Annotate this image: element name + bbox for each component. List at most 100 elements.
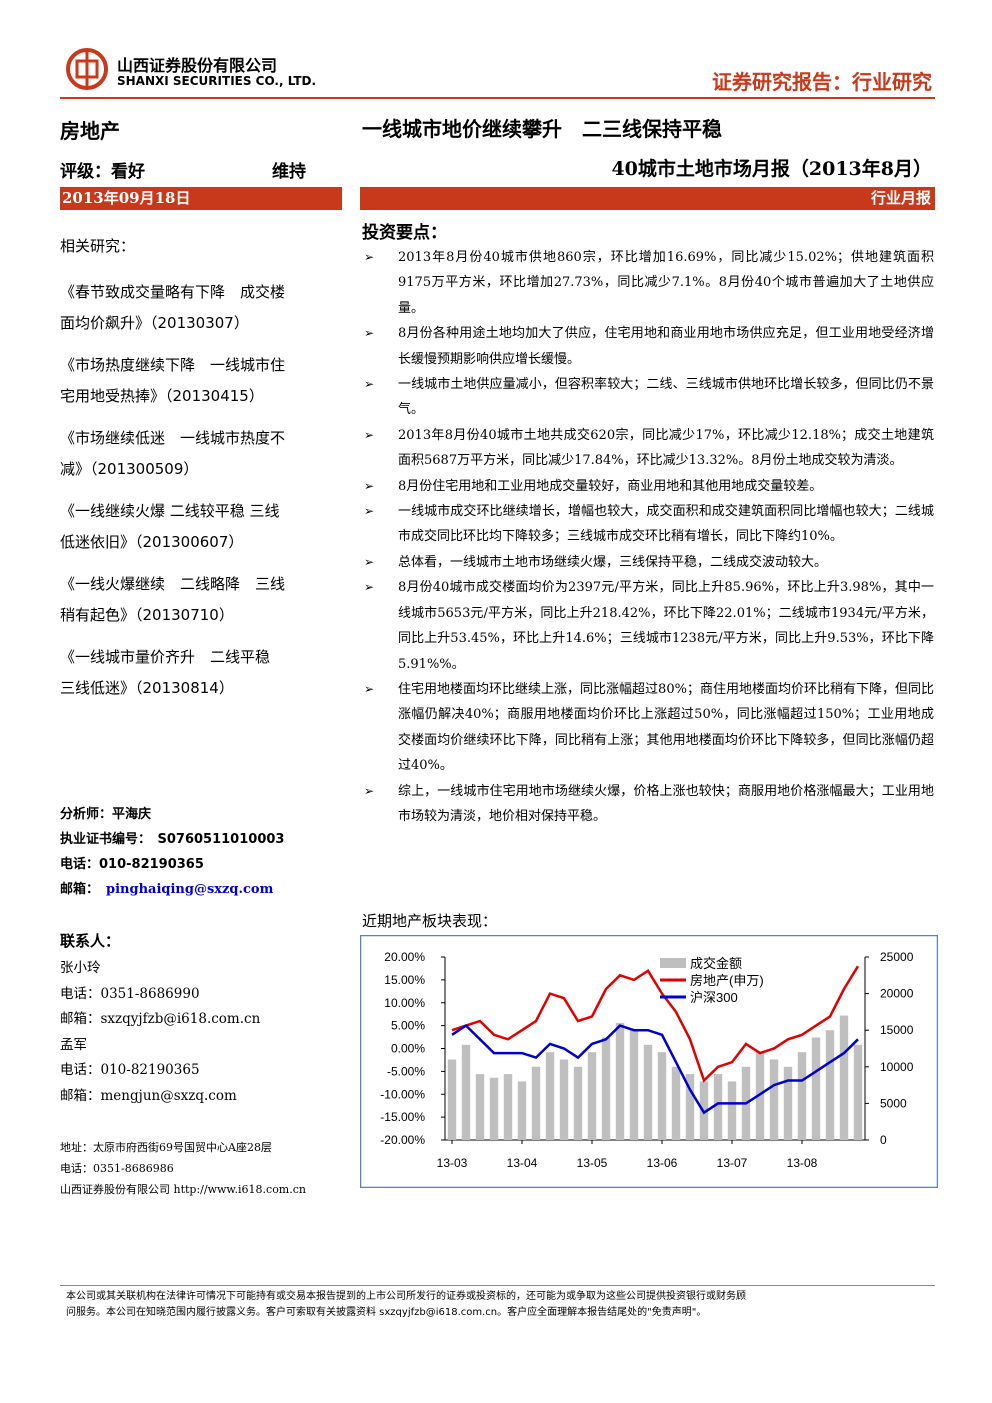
y2-tick-label: 10000 bbox=[880, 1060, 914, 1074]
bar bbox=[545, 1052, 555, 1140]
bar bbox=[839, 1015, 849, 1140]
related-item: 《市场继续低迷 一线城市热度不 减》（201300509） bbox=[60, 423, 285, 485]
point: 2013年8月份40城市供地860宗，环比增加16.69%，同比减少15.02%… bbox=[362, 245, 934, 321]
analyst-line: 邮箱： bbox=[60, 882, 100, 897]
points: 2013年8月份40城市供地860宗，环比增加16.69%，同比减少15.02%… bbox=[362, 245, 934, 905]
chart-title: 近期地产板块表现： bbox=[362, 912, 498, 930]
bar bbox=[657, 1052, 667, 1140]
date: 2013年09月18日 bbox=[60, 187, 342, 210]
bar bbox=[685, 1074, 695, 1140]
related-line: 《一线火爆继续 二线略降 三线 bbox=[60, 575, 286, 593]
legend-label: 沪深300 bbox=[690, 990, 738, 1005]
related-line: 《市场继续低迷 一线城市热度不 bbox=[60, 429, 286, 447]
bar bbox=[811, 1037, 821, 1140]
analyst-line: 电话：010-82190365 bbox=[60, 857, 204, 872]
x-tick-label: 13-06 bbox=[647, 1156, 678, 1170]
bar bbox=[573, 1066, 583, 1140]
analyst-email[interactable]: pinghaiqing@sxzq.com bbox=[106, 882, 274, 897]
related-item: 《市场热度继续下降 一线城市住 宅用地受热捧》（20130415） bbox=[60, 350, 285, 412]
related-line: 稍有起色》（20130710） bbox=[60, 606, 234, 624]
disclaimer: 本公司或其关联机构在法律许可情况下可能持有或交易本报告提到的上市公司所发行的证券… bbox=[66, 1289, 746, 1321]
related-line: 面均价飙升》（20130307） bbox=[60, 314, 249, 332]
y-tick-label: 15.00% bbox=[384, 973, 425, 987]
related-line: 三线低迷》（20130814） bbox=[60, 679, 234, 697]
bar bbox=[517, 1081, 527, 1140]
bar bbox=[587, 1052, 597, 1140]
bar bbox=[531, 1066, 541, 1140]
contacts: 张小玲 电话：0351-8686990 邮箱：sxzqyjfzb@i618.com.… bbox=[60, 956, 260, 1109]
address-line: 地址：太原市府西街69号国贸中心A座28层 bbox=[60, 1141, 272, 1154]
point: 8月份各种用途土地均加大了供应，住宅用地和商业用地市场供应充足，但工业用地受经济… bbox=[362, 321, 934, 372]
related-line: 《一线城市量价齐升 二线平稳 bbox=[60, 648, 271, 666]
bar bbox=[825, 1030, 835, 1140]
chart: -20.00% -15.00% -10.00% -5.00% 0.00% 5.00% 10.… bbox=[360, 935, 938, 1188]
line bbox=[451, 965, 860, 1083]
y2-tick-label: 20000 bbox=[880, 987, 914, 1001]
company-en: SHANXI SECURITIES CO., LTD. bbox=[117, 74, 317, 88]
bar bbox=[559, 1059, 569, 1140]
contact-line: 邮箱：sxzqyjfzb@i618.com.cn bbox=[60, 1011, 261, 1027]
bar bbox=[503, 1074, 513, 1140]
y2-tick-label: 0 bbox=[880, 1133, 887, 1147]
bar bbox=[461, 1044, 471, 1140]
y-tick-label: 20.00% bbox=[384, 950, 425, 964]
point: 8月份40城市成交楼面均价为2397元/平方米，同比上升85.96%，环比上升3… bbox=[362, 575, 934, 677]
contact-line: 邮箱：mengjun@sxzq.com bbox=[60, 1087, 237, 1104]
bar bbox=[853, 1044, 863, 1140]
x-tick-label: 13-03 bbox=[437, 1156, 468, 1170]
disclaimer-line: 问服务。本公司在知晓范围内履行披露义务。客户可索取有关披露资料 sxzqyjfz… bbox=[66, 1307, 707, 1318]
y-tick-label: -10.00% bbox=[380, 1087, 425, 1101]
analyst-line: 执业证书编号： S0760511010003 bbox=[60, 832, 285, 847]
footer-rule bbox=[60, 1285, 935, 1286]
subtitle: 40城市土地市场月报（2013年8月） bbox=[611, 158, 932, 180]
point: 一线城市成交环比继续增长，增幅也较大，成交面积和成交建筑面积同比增幅也较大；二线… bbox=[362, 499, 934, 550]
sector: 房地产 bbox=[60, 119, 120, 143]
header-rule bbox=[60, 97, 935, 99]
related-list: 《春节致成交量略有下降 成交楼 面均价飙升》（20130307） 《市场热度继续下降… bbox=[60, 277, 285, 715]
bar bbox=[797, 1052, 807, 1140]
report-type: 证券研究报告：行业研究 bbox=[712, 70, 932, 94]
related-item: 《一线继续火爆 二线较平稳 三线 低迷依旧》（201300607） bbox=[60, 496, 285, 558]
bar bbox=[671, 1066, 681, 1140]
contact-line: 电话：010-82190365 bbox=[60, 1062, 200, 1078]
point: 8月份住宅用地和工业用地成交量较好，商业用地和其他用地成交量较差。 bbox=[362, 474, 934, 500]
company-cn: 山西证券股份有限公司 bbox=[117, 56, 278, 75]
related-line: 宅用地受热捧》（20130415） bbox=[60, 387, 264, 405]
y-tick-label: -5.00% bbox=[387, 1064, 425, 1078]
rating: 评级：看好 bbox=[60, 162, 145, 182]
contact-line: 电话：0351-8686990 bbox=[60, 985, 200, 1002]
y-tick-label: -15.00% bbox=[380, 1110, 425, 1124]
title: 一线城市地价继续攀升 二三线保持平稳 bbox=[362, 117, 722, 141]
contact-line: 孟军 bbox=[60, 1036, 87, 1053]
contacts-title: 联系人： bbox=[60, 932, 121, 950]
point: 总体看，一线城市土地市场继续火爆，三线保持平稳，二线成交波动较大。 bbox=[362, 550, 934, 576]
related-item: 《春节致成交量略有下降 成交楼 面均价飙升》（20130307） bbox=[60, 277, 285, 339]
legend-label: 成交金额 bbox=[690, 956, 742, 971]
analyst-line: 分析师：平海庆 bbox=[60, 807, 152, 822]
legend-label: 房地产(申万) bbox=[690, 973, 764, 988]
point: 综上，一线城市住宅用地市场继续火爆，价格上涨也较快；商服用地价格涨幅最大；工业用… bbox=[362, 779, 934, 830]
tag: 行业月报 bbox=[360, 187, 935, 210]
related-item: 《一线火爆继续 二线略降 三线 稍有起色》（20130710） bbox=[60, 569, 285, 631]
y2-tick-label: 5000 bbox=[880, 1096, 907, 1110]
related-line: 《春节致成交量略有下降 成交楼 bbox=[60, 283, 286, 301]
related-line: 低迷依旧》（201300607） bbox=[60, 533, 244, 551]
related-line: 《一线继续火爆 二线较平稳 三线 bbox=[60, 502, 280, 520]
bar bbox=[475, 1074, 485, 1140]
disclaimer-line: 本公司或其关联机构在法律许可情况下可能持有或交易本报告提到的上市公司所发行的证券… bbox=[66, 1291, 746, 1302]
bar bbox=[447, 1059, 457, 1140]
bar bbox=[489, 1077, 499, 1140]
line bbox=[451, 1024, 859, 1115]
legend-swatch bbox=[660, 958, 686, 968]
analyst: 分析师：平海庆执业证书编号： S0760511010003 电话：010-8219… bbox=[60, 802, 284, 902]
related-title: 相关研究： bbox=[60, 237, 136, 255]
address-line: 山西证券股份有限公司 http://www.i618.com.cn bbox=[60, 1183, 306, 1196]
bar bbox=[713, 1074, 723, 1140]
bar bbox=[615, 1022, 625, 1140]
related-line: 《市场热度继续下降 一线城市住 bbox=[60, 356, 286, 374]
x-tick-label: 13-07 bbox=[717, 1156, 748, 1170]
bar bbox=[629, 1030, 639, 1140]
rating-change: 维持 bbox=[272, 162, 306, 182]
point: 住宅用地楼面均环比继续上涨，同比涨幅超过80%；商住用地楼面均价环比稍有下降，但… bbox=[362, 677, 934, 779]
